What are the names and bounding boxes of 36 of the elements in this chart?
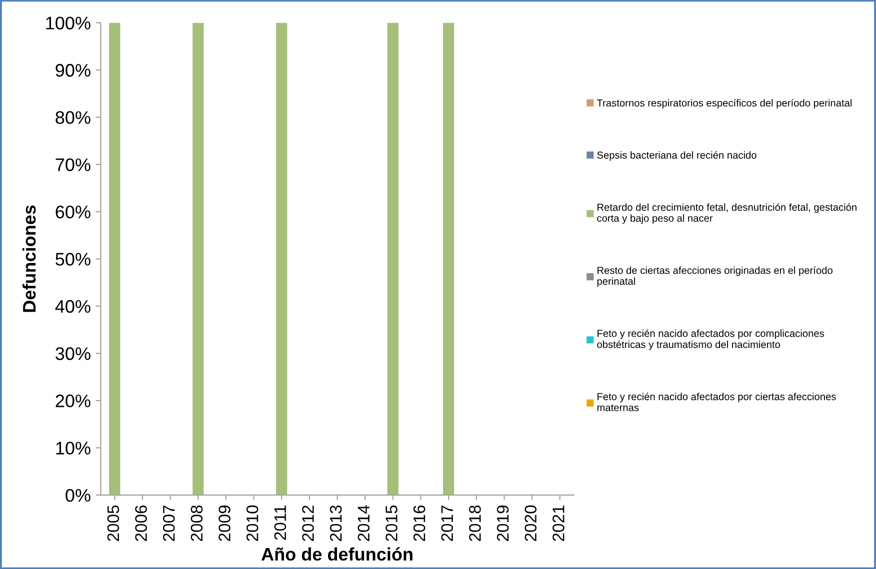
y-tick-label: 20%: [56, 394, 90, 408]
legend-label: Retardo del crecimiento fetal, desnutrición fetal, gestación corta y bajo peso al nacer: [597, 203, 856, 224]
y-tick-label: 60%: [56, 206, 90, 218]
x-tick-label: 2015: [386, 505, 398, 541]
x-tick-label: 2007: [162, 506, 175, 541]
y-tick-label: 70%: [56, 158, 90, 172]
x-tick-label: 2020: [524, 505, 537, 541]
x-tick-label: 2012: [302, 506, 314, 541]
x-tick-label: 2021: [552, 506, 564, 541]
y-tick-label: 100%: [46, 16, 90, 30]
legend-label: Trastornos respiratorios específicos del período perinatal: [596, 98, 852, 109]
x-tick-label: 2019: [496, 506, 509, 541]
y-axis-title: Defunciones: [22, 205, 36, 312]
y-tick-label: 90%: [56, 64, 90, 77]
legend-label: Resto de ciertas afecciones originadas en el período perinatal: [597, 266, 832, 287]
x-tick-label: 2011: [274, 506, 286, 540]
x-tick-label: 2010: [246, 505, 258, 541]
y-tick-label: 40%: [55, 300, 90, 313]
legend-label: Feto y recién nacido afectados por complicaciones obstétricas y traumatismo del nacimiento: [597, 329, 824, 350]
y-tick-label: 10%: [56, 442, 90, 455]
y-tick-label: 0%: [66, 488, 90, 502]
x-tick-label: 2013: [330, 505, 342, 541]
x-tick-label: 2018: [469, 505, 481, 541]
legend-label: Sepsis bacteriana del recién nacido: [597, 151, 756, 161]
x-tick-label: 2017: [441, 506, 454, 541]
x-tick-label: 2008: [190, 505, 203, 541]
y-tick-label: 80%: [56, 111, 90, 124]
y-tick-label: 30%: [56, 347, 90, 360]
x-tick-label: 2005: [107, 505, 120, 541]
x-tick-label: 2016: [413, 505, 426, 541]
x-tick-label: 2014: [358, 505, 370, 541]
y-tick-label: 50%: [56, 252, 90, 266]
legend-label: Feto y recién nacido afectados por ciertas afecciones maternas: [597, 392, 836, 412]
x-axis-title: Año de defunción: [261, 547, 412, 561]
x-tick-label: 2006: [135, 505, 147, 541]
x-tick-label: 2009: [218, 506, 230, 541]
